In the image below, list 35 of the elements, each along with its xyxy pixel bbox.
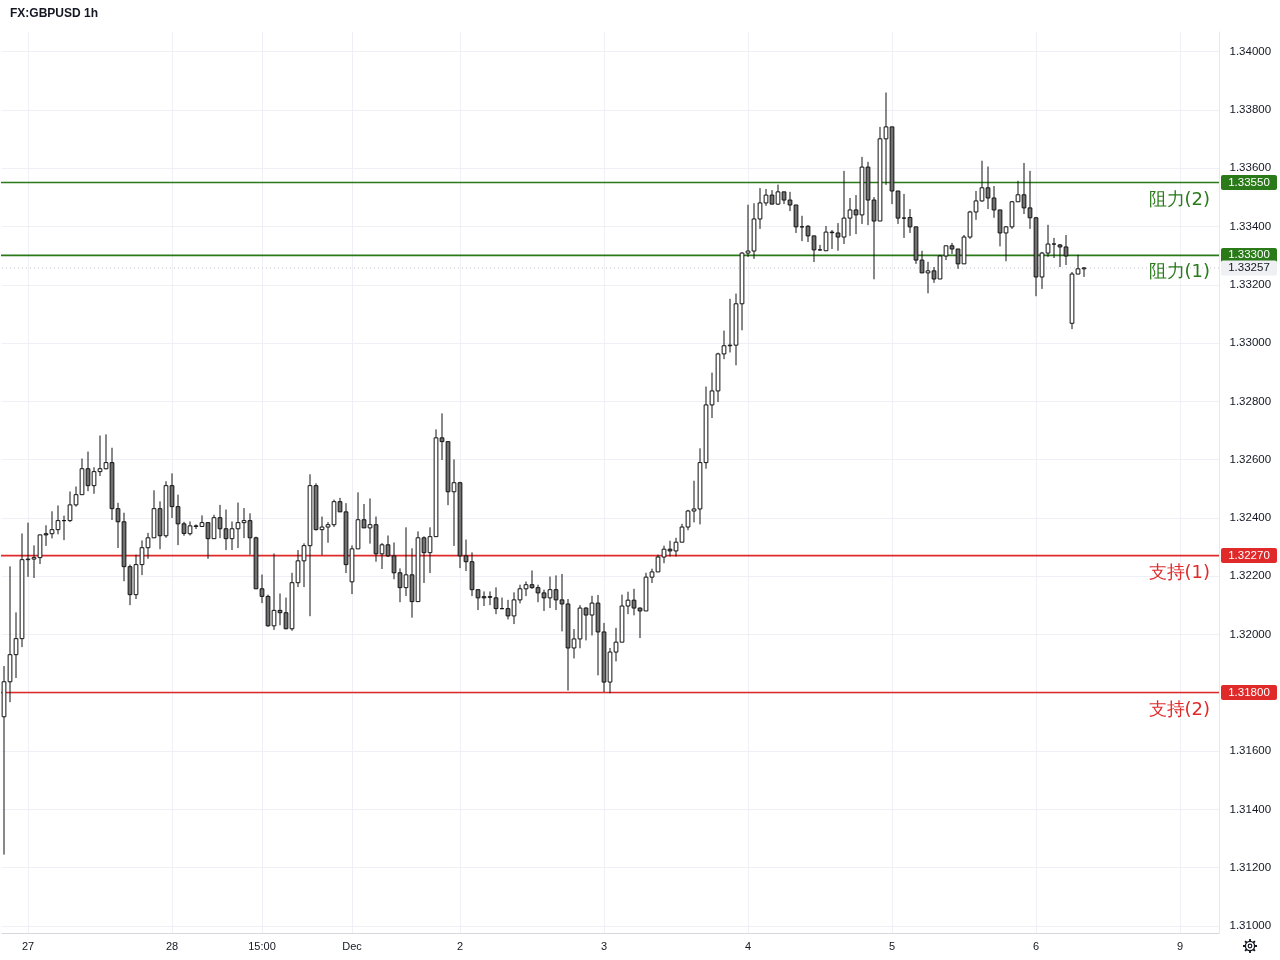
x-tick-label: Dec: [342, 939, 363, 952]
y-tick-label: 1.33200: [1229, 278, 1272, 291]
ref-line-label: 支持(1): [1148, 560, 1210, 582]
x-tick-label: 4: [744, 939, 752, 952]
x-tick-label: 2: [456, 939, 464, 952]
y-tick-label: 1.33000: [1229, 336, 1272, 349]
x-tick-label: 3: [600, 939, 608, 952]
y-tick-label: 1.34000: [1229, 44, 1272, 57]
x-tick-label: 6: [1032, 939, 1040, 952]
y-tick-label: 1.31400: [1229, 802, 1272, 815]
x-tick-label: 9: [1176, 939, 1184, 952]
ref-line-label: 支持(2): [1148, 697, 1210, 719]
text: 1.32270: [1228, 548, 1270, 561]
y-tick-label: 1.33400: [1229, 219, 1272, 232]
y-tick-label: 1.32400: [1229, 511, 1272, 524]
x-tick-label: 27: [21, 939, 35, 952]
x-tick-label: 15:00: [248, 939, 276, 952]
y-tick-label: 1.32000: [1229, 627, 1272, 640]
text: 1.33257: [1228, 260, 1270, 273]
y-tick-label: 1.31000: [1229, 919, 1272, 932]
x-tick-label: 28: [165, 939, 179, 952]
ref-line-label: 阻力(2): [1148, 187, 1210, 209]
text: 1.33550: [1228, 175, 1270, 188]
text: 1.31800: [1228, 685, 1270, 698]
ref-line-label: 阻力(1): [1148, 260, 1210, 282]
chart-title: FX:GBPUSD 1h: [10, 6, 99, 20]
y-tick-label: 1.32800: [1229, 394, 1272, 407]
y-tick-label: 1.32600: [1229, 452, 1272, 465]
y-tick-label: 1.32200: [1229, 569, 1272, 582]
y-tick-label: 1.33600: [1229, 161, 1272, 174]
text: 1.33300: [1228, 248, 1270, 261]
y-tick-label: 1.31600: [1229, 744, 1272, 757]
y-tick-label: 1.31200: [1229, 860, 1272, 873]
y-tick-label: 1.33800: [1229, 103, 1272, 116]
x-tick-label: 5: [888, 939, 896, 952]
